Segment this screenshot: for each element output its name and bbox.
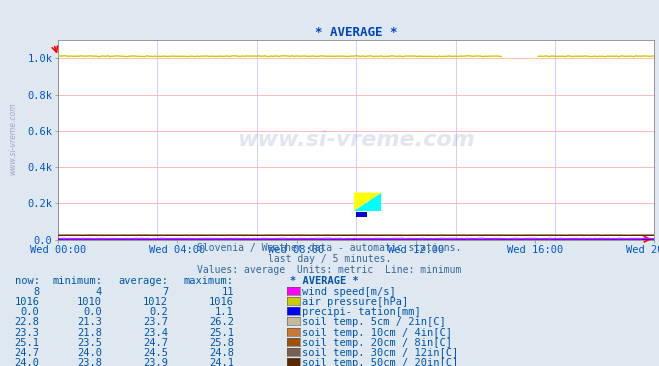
Text: 21.8: 21.8 <box>77 328 102 337</box>
Text: now:: now: <box>14 276 40 286</box>
Text: soil temp. 10cm / 4in[C]: soil temp. 10cm / 4in[C] <box>302 328 452 337</box>
Text: last day / 5 minutes.: last day / 5 minutes. <box>268 254 391 264</box>
Text: 1016: 1016 <box>14 297 40 307</box>
Text: 23.7: 23.7 <box>143 317 168 327</box>
Text: 23.8: 23.8 <box>77 358 102 366</box>
Text: 4: 4 <box>96 287 102 296</box>
Text: precipi- tation[mm]: precipi- tation[mm] <box>302 307 420 317</box>
Text: 1012: 1012 <box>143 297 168 307</box>
Text: 21.3: 21.3 <box>77 317 102 327</box>
Text: soil temp. 20cm / 8in[C]: soil temp. 20cm / 8in[C] <box>302 338 452 348</box>
Text: www.si-vreme.com: www.si-vreme.com <box>237 130 475 150</box>
Polygon shape <box>354 193 381 211</box>
Text: 23.3: 23.3 <box>14 328 40 337</box>
Text: Slovenia / Weather data - automatic stations.: Slovenia / Weather data - automatic stat… <box>197 243 462 253</box>
Text: 22.8: 22.8 <box>14 317 40 327</box>
Text: 0.0: 0.0 <box>84 307 102 317</box>
Text: 26.2: 26.2 <box>209 317 234 327</box>
Text: 24.1: 24.1 <box>209 358 234 366</box>
Text: 1.1: 1.1 <box>215 307 234 317</box>
Text: 24.0: 24.0 <box>14 358 40 366</box>
Text: Values: average  Units: metric  Line: minimum: Values: average Units: metric Line: mini… <box>197 265 462 275</box>
Text: 11: 11 <box>221 287 234 296</box>
Text: 24.7: 24.7 <box>143 338 168 348</box>
Text: soil temp. 5cm / 2in[C]: soil temp. 5cm / 2in[C] <box>302 317 445 327</box>
Polygon shape <box>354 193 381 211</box>
Text: maximum:: maximum: <box>184 276 234 286</box>
Text: 23.9: 23.9 <box>143 358 168 366</box>
Text: minimum:: minimum: <box>52 276 102 286</box>
Text: soil temp. 50cm / 20in[C]: soil temp. 50cm / 20in[C] <box>302 358 458 366</box>
Text: 7: 7 <box>162 287 168 296</box>
Text: * AVERAGE *: * AVERAGE * <box>290 276 358 286</box>
Bar <box>356 212 366 217</box>
Text: 0.2: 0.2 <box>150 307 168 317</box>
Text: average:: average: <box>118 276 168 286</box>
Text: wind speed[m/s]: wind speed[m/s] <box>302 287 395 296</box>
Text: 23.5: 23.5 <box>77 338 102 348</box>
Text: 1016: 1016 <box>209 297 234 307</box>
Text: air pressure[hPa]: air pressure[hPa] <box>302 297 408 307</box>
Text: 25.1: 25.1 <box>209 328 234 337</box>
Text: soil temp. 30cm / 12in[C]: soil temp. 30cm / 12in[C] <box>302 348 458 358</box>
Text: 23.4: 23.4 <box>143 328 168 337</box>
Title: * AVERAGE *: * AVERAGE * <box>315 26 397 39</box>
Text: 24.5: 24.5 <box>143 348 168 358</box>
Text: 1010: 1010 <box>77 297 102 307</box>
Text: 24.7: 24.7 <box>14 348 40 358</box>
Text: www.si-vreme.com: www.si-vreme.com <box>8 103 17 175</box>
Text: 25.1: 25.1 <box>14 338 40 348</box>
Text: 8: 8 <box>34 287 40 296</box>
Text: 24.0: 24.0 <box>77 348 102 358</box>
Text: 25.8: 25.8 <box>209 338 234 348</box>
Text: 24.8: 24.8 <box>209 348 234 358</box>
Text: 0.0: 0.0 <box>21 307 40 317</box>
